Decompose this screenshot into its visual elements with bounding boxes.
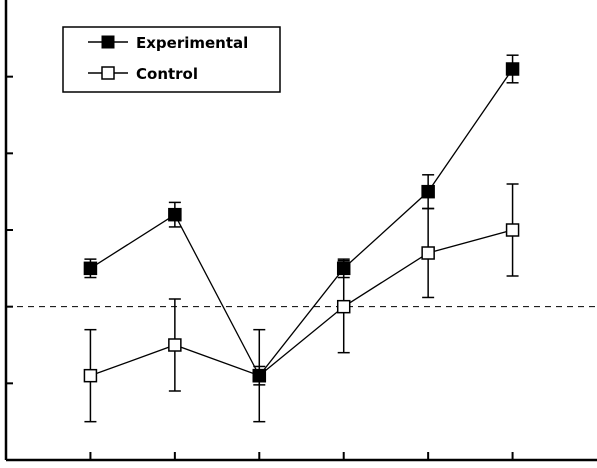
legend-box (62, 26, 281, 93)
legend-label-experimental: Experimental (136, 34, 248, 52)
series-control (83, 183, 520, 423)
data-point-experimental-4 (336, 261, 351, 276)
legend: Experimental Control (62, 26, 281, 93)
data-point-control-1 (83, 368, 98, 383)
y-axis (4, 0, 13, 460)
legend-marker-open-square (101, 66, 115, 80)
series-line-experimental (90, 68, 514, 377)
legend-marker-filled-square (101, 35, 115, 49)
data-point-experimental-6 (505, 62, 520, 76)
legend-label-control: Control (136, 65, 198, 83)
data-point-experimental-1 (83, 261, 98, 276)
data-point-experimental-2 (168, 207, 182, 222)
data-point-control-6 (505, 223, 520, 237)
x-axis-ticks (89, 452, 514, 460)
legend-item-experimental: Experimental (88, 34, 248, 52)
series-experimental (83, 54, 520, 386)
x-axis (6, 452, 597, 462)
data-point-experimental-3 (252, 368, 267, 383)
series-layer (83, 54, 520, 423)
data-point-control-5 (421, 246, 435, 260)
legend-item-control: Control (88, 65, 198, 83)
data-point-control-4 (336, 299, 351, 314)
series-line-control (90, 229, 513, 377)
data-point-control-2 (168, 338, 182, 352)
data-point-experimental-5 (421, 184, 435, 199)
